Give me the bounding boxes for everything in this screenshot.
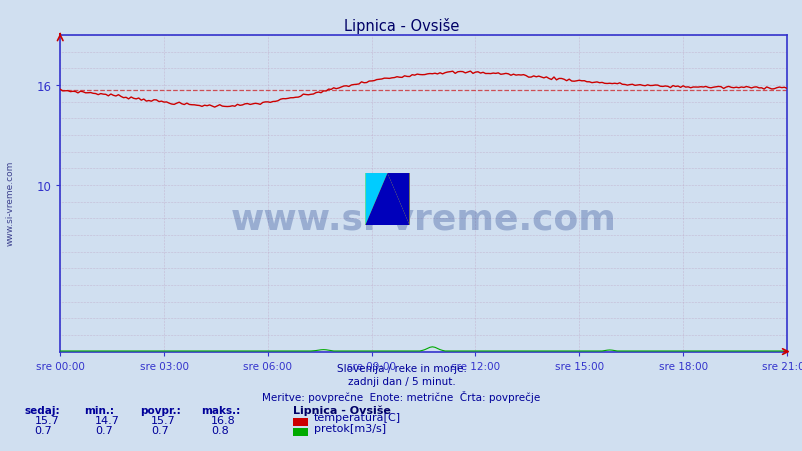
Text: www.si-vreme.com: www.si-vreme.com xyxy=(230,202,616,236)
Text: 0.7: 0.7 xyxy=(95,425,112,435)
Text: Slovenija / reke in morje.: Slovenija / reke in morje. xyxy=(336,363,466,373)
Text: Lipnica - Ovsiše: Lipnica - Ovsiše xyxy=(293,404,391,414)
Text: 15.7: 15.7 xyxy=(151,415,176,425)
Text: min.:: min.: xyxy=(84,405,114,414)
Text: pretok[m3/s]: pretok[m3/s] xyxy=(314,423,386,433)
Text: povpr.:: povpr.: xyxy=(140,405,181,414)
Text: 0.7: 0.7 xyxy=(151,425,168,435)
Text: Meritve: povprečne  Enote: metrične  Črta: povprečje: Meritve: povprečne Enote: metrične Črta:… xyxy=(262,390,540,402)
Polygon shape xyxy=(365,174,409,226)
Polygon shape xyxy=(387,174,409,226)
Text: 0.7: 0.7 xyxy=(34,425,52,435)
Text: 14.7: 14.7 xyxy=(95,415,119,425)
Text: maks.:: maks.: xyxy=(200,405,240,414)
Text: 15.7: 15.7 xyxy=(34,415,59,425)
Text: sedaj:: sedaj: xyxy=(24,405,59,414)
Text: 16.8: 16.8 xyxy=(211,415,236,425)
Polygon shape xyxy=(365,174,387,226)
Text: www.si-vreme.com: www.si-vreme.com xyxy=(6,161,15,245)
Text: 0.8: 0.8 xyxy=(211,425,229,435)
Text: zadnji dan / 5 minut.: zadnji dan / 5 minut. xyxy=(347,377,455,387)
Text: Lipnica - Ovsiše: Lipnica - Ovsiše xyxy=(343,18,459,34)
Text: temperatura[C]: temperatura[C] xyxy=(314,412,400,422)
